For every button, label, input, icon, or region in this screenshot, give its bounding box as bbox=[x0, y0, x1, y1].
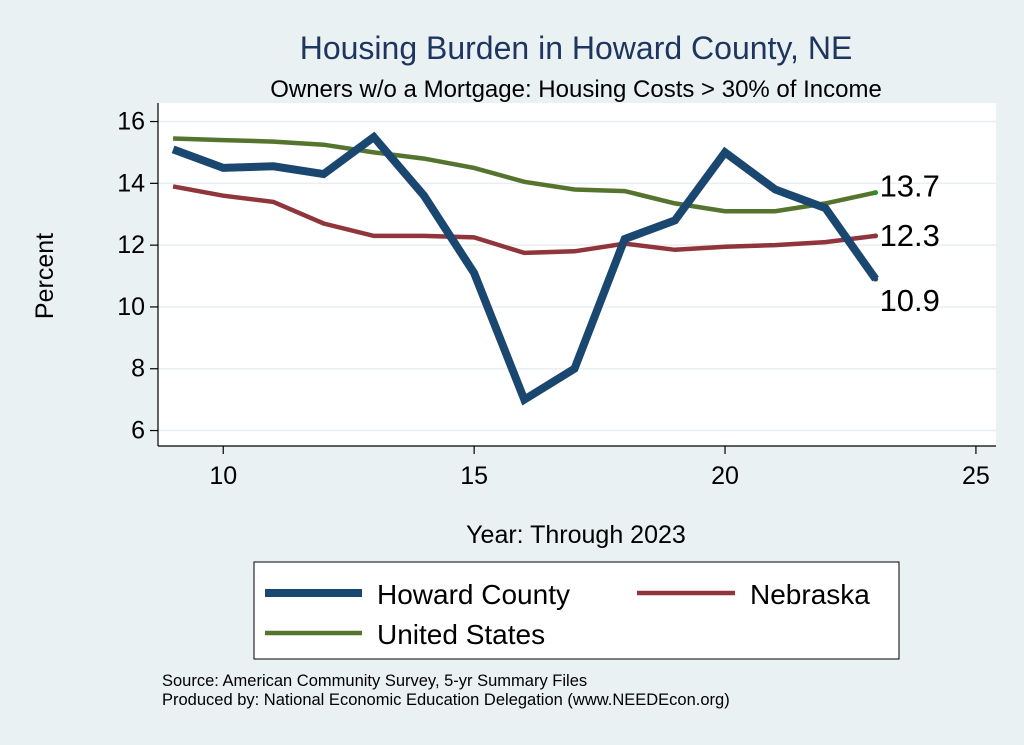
series-line-howard-county bbox=[171, 131, 879, 406]
y-axis-label: Percent bbox=[31, 233, 59, 319]
end-point-nebraska bbox=[873, 233, 879, 239]
chart-title: Housing Burden in Howard County, NE bbox=[300, 30, 853, 66]
legend-label-united-states: United States bbox=[377, 619, 545, 650]
end-labels: 10.9 12.3 13.7 bbox=[880, 169, 940, 319]
end-point-howard-county bbox=[873, 276, 879, 282]
y-tick-label: 6 bbox=[131, 417, 145, 445]
x-axis-label: Year: Through 2023 bbox=[466, 521, 686, 549]
y-tick-label: 10 bbox=[117, 293, 145, 321]
plot-area bbox=[158, 103, 996, 446]
end-label-nebraska: 12.3 bbox=[880, 218, 940, 253]
x-tick-label: 15 bbox=[460, 462, 488, 490]
legend-box bbox=[253, 561, 900, 660]
legend-label-nebraska: Nebraska bbox=[750, 579, 870, 610]
y-tick-label: 12 bbox=[117, 231, 145, 259]
end-point-united-states bbox=[873, 190, 879, 196]
source-note: Source: American Community Survey, 5-yr … bbox=[162, 672, 588, 690]
y-tick-label: 8 bbox=[131, 355, 145, 383]
axes: 6 8 10 12 14 16 10 15 20 25 bbox=[117, 103, 996, 490]
legend-items: Howard County Nebraska United States bbox=[265, 579, 870, 650]
series-line-united-states bbox=[173, 136, 877, 214]
y-tick-label: 14 bbox=[117, 169, 145, 197]
chart-subtitle: Owners w/o a Mortgage: Housing Costs > 3… bbox=[270, 76, 882, 103]
legend-label-howard-county: Howard County bbox=[377, 579, 570, 610]
footer: Source: American Community Survey, 5-yr … bbox=[162, 672, 730, 710]
end-label-howard-county: 10.9 bbox=[880, 283, 940, 318]
end-label-united-states: 13.7 bbox=[880, 169, 940, 204]
series-line-nebraska bbox=[172, 184, 876, 256]
x-tick-label: 10 bbox=[209, 462, 237, 490]
producer-note: Produced by: National Economic Education… bbox=[162, 691, 730, 709]
x-tick-label: 20 bbox=[711, 462, 739, 490]
x-tick-label: 25 bbox=[962, 462, 990, 490]
y-tick-label: 16 bbox=[117, 108, 145, 136]
legend: Howard County Nebraska United States bbox=[253, 561, 900, 660]
series-group bbox=[171, 131, 879, 406]
